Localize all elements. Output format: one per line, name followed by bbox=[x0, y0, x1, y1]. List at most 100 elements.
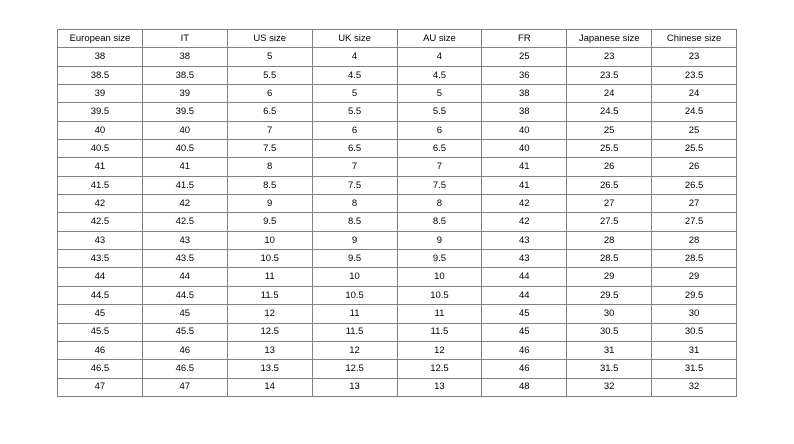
size-cell: 38 bbox=[481, 102, 568, 122]
size-cell: 26 bbox=[566, 157, 653, 177]
size-cell: 42.5 bbox=[57, 212, 143, 232]
size-cell: 42 bbox=[141, 194, 228, 214]
size-cell: 4.5 bbox=[396, 65, 483, 86]
table-row: 43.5 43.5 10.5 9.5 9.5 43 28.5 28.5 bbox=[57, 249, 737, 269]
size-cell: 12 bbox=[226, 304, 313, 324]
size-cell: 23 bbox=[566, 47, 653, 67]
size-cell: 9.5 bbox=[396, 249, 483, 269]
size-cell: 4 bbox=[396, 47, 483, 67]
size-cell: 6 bbox=[396, 120, 483, 141]
size-cell: 12.5 bbox=[311, 359, 398, 379]
size-cell: 10 bbox=[311, 267, 398, 287]
size-cell: 5 bbox=[311, 84, 398, 104]
size-cell: 43 bbox=[481, 249, 568, 269]
size-cell: 27 bbox=[566, 194, 653, 214]
size-cell: 46 bbox=[141, 340, 228, 361]
size-cell: 46 bbox=[481, 340, 568, 361]
table-row: 44.5 44.5 11.5 10.5 10.5 44 29.5 29.5 bbox=[57, 285, 737, 306]
size-cell: 10.5 bbox=[311, 285, 398, 306]
size-cell: 10.5 bbox=[226, 249, 313, 269]
size-cell: 10 bbox=[396, 267, 483, 287]
size-cell: 23.5 bbox=[651, 65, 737, 86]
table-row: 44 44 11 10 10 44 29 29 bbox=[57, 267, 737, 287]
size-cell: 5 bbox=[226, 47, 313, 67]
size-cell: 7 bbox=[226, 120, 313, 141]
size-cell: 12.5 bbox=[226, 322, 313, 342]
size-cell: 12.5 bbox=[396, 359, 483, 379]
table-row: 47 47 14 13 13 48 32 32 bbox=[57, 377, 737, 397]
size-cell: 9 bbox=[226, 194, 313, 214]
table-row: 41.5 41.5 8.5 7.5 7.5 41 26.5 26.5 bbox=[57, 175, 737, 196]
size-cell: 11.5 bbox=[311, 322, 398, 342]
size-cell: 41 bbox=[481, 175, 568, 196]
size-cell: 47 bbox=[57, 377, 143, 397]
size-cell: 41 bbox=[57, 157, 143, 177]
size-cell: 4 bbox=[311, 47, 398, 67]
size-cell: 5.5 bbox=[226, 65, 313, 86]
size-cell: 7.5 bbox=[311, 175, 398, 196]
table-row: 41 41 8 7 7 41 26 26 bbox=[57, 157, 737, 177]
size-cell: 29 bbox=[566, 267, 653, 287]
size-cell: 11 bbox=[396, 304, 483, 324]
size-cell: 40 bbox=[141, 120, 228, 141]
size-cell: 24 bbox=[566, 84, 653, 104]
size-cell: 47 bbox=[141, 377, 228, 397]
size-cell: 46 bbox=[57, 340, 143, 361]
size-cell: 11 bbox=[226, 267, 313, 287]
size-cell: 25.5 bbox=[651, 139, 737, 159]
size-cell: 45 bbox=[481, 304, 568, 324]
size-cell: 6.5 bbox=[226, 102, 313, 122]
size-cell: 48 bbox=[481, 377, 568, 397]
table-body: 38 38 5 4 4 25 23 23 38.5 38.5 5.5 4.5 4.5 36 23.5 23.5… bbox=[57, 47, 737, 397]
size-cell: 27.5 bbox=[651, 212, 737, 232]
column-header-european-size: European size bbox=[57, 28, 143, 49]
size-cell: 23.5 bbox=[566, 65, 653, 86]
size-cell: 5 bbox=[396, 84, 483, 104]
size-cell: 42 bbox=[481, 212, 568, 232]
size-cell: 43 bbox=[57, 230, 143, 251]
size-cell: 27 bbox=[651, 194, 737, 214]
size-cell: 6.5 bbox=[311, 139, 398, 159]
size-cell: 9.5 bbox=[311, 249, 398, 269]
size-cell: 5.5 bbox=[311, 102, 398, 122]
size-cell: 38 bbox=[57, 47, 143, 67]
size-cell: 6 bbox=[311, 120, 398, 141]
size-cell: 46.5 bbox=[141, 359, 228, 379]
size-cell: 40.5 bbox=[57, 139, 143, 159]
table-row: 45.5 45.5 12.5 11.5 11.5 45 30.5 30.5 bbox=[57, 322, 737, 342]
size-cell: 42 bbox=[481, 194, 568, 214]
size-cell: 7 bbox=[311, 157, 398, 177]
size-cell: 13 bbox=[396, 377, 483, 397]
size-cell: 32 bbox=[651, 377, 737, 397]
size-cell: 6 bbox=[226, 84, 313, 104]
size-cell: 38.5 bbox=[141, 65, 228, 86]
size-cell: 39.5 bbox=[141, 102, 228, 122]
size-cell: 31 bbox=[651, 340, 737, 361]
table-row: 42 42 9 8 8 42 27 27 bbox=[57, 194, 737, 214]
size-cell: 25 bbox=[651, 120, 737, 141]
size-cell: 7.5 bbox=[396, 175, 483, 196]
size-cell: 43.5 bbox=[57, 249, 143, 269]
size-cell: 10.5 bbox=[396, 285, 483, 306]
size-cell: 45 bbox=[481, 322, 568, 342]
size-cell: 7.5 bbox=[226, 139, 313, 159]
size-cell: 10 bbox=[226, 230, 313, 251]
size-cell: 40.5 bbox=[141, 139, 228, 159]
size-cell: 40 bbox=[481, 120, 568, 141]
table-row: 39.5 39.5 6.5 5.5 5.5 38 24.5 24.5 bbox=[57, 102, 737, 122]
column-header-us-size: US size bbox=[226, 28, 313, 49]
header-row: European size IT US size UK size AU size… bbox=[57, 28, 737, 49]
size-cell: 42.5 bbox=[141, 212, 228, 232]
size-cell: 40 bbox=[57, 120, 143, 141]
size-cell: 8.5 bbox=[396, 212, 483, 232]
size-cell: 38 bbox=[141, 47, 228, 67]
size-cell: 29 bbox=[651, 267, 737, 287]
size-cell: 6.5 bbox=[396, 139, 483, 159]
size-cell: 28 bbox=[651, 230, 737, 251]
size-cell: 46 bbox=[481, 359, 568, 379]
size-cell: 43 bbox=[481, 230, 568, 251]
size-cell: 29.5 bbox=[651, 285, 737, 306]
size-cell: 45 bbox=[141, 304, 228, 324]
size-cell: 27.5 bbox=[566, 212, 653, 232]
size-cell: 43.5 bbox=[141, 249, 228, 269]
